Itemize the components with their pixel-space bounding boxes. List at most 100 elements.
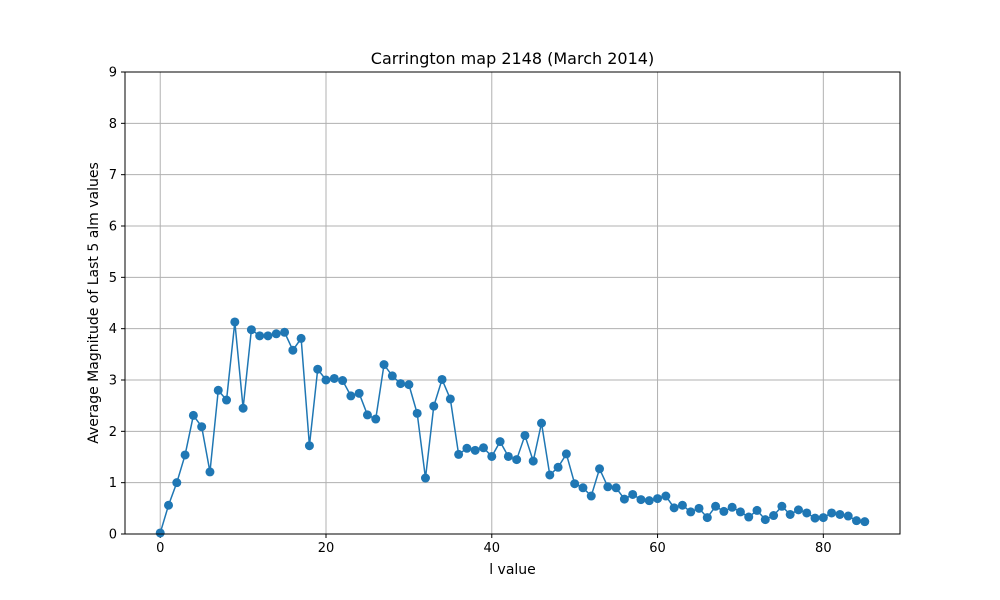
data-point <box>702 513 712 523</box>
y-tick-label: 2 <box>109 425 117 440</box>
data-point <box>205 467 215 477</box>
x-tick-label: 80 <box>815 541 832 556</box>
data-point <box>304 441 314 451</box>
data-point <box>752 505 762 515</box>
x-tick-label: 0 <box>156 541 164 556</box>
data-point <box>570 479 580 489</box>
data-point <box>512 455 522 465</box>
data-point <box>454 449 464 459</box>
data-point <box>213 385 223 395</box>
x-axis-label: l value <box>489 562 536 578</box>
data-point <box>354 388 364 398</box>
data-point <box>280 327 290 337</box>
data-point <box>603 482 613 492</box>
data-point <box>180 450 190 460</box>
grid <box>125 71 900 535</box>
x-tick-label: 20 <box>318 541 335 556</box>
data-point <box>586 491 596 501</box>
data-point <box>802 508 812 518</box>
data-point <box>188 410 198 420</box>
data-point <box>255 331 265 341</box>
data-point <box>553 462 563 472</box>
data-point <box>653 494 663 504</box>
data-point <box>246 325 256 335</box>
data-point <box>677 500 687 510</box>
data-point <box>197 422 207 432</box>
data-point <box>470 445 480 455</box>
data-point <box>719 506 729 516</box>
data-point <box>793 505 803 515</box>
data-point <box>338 376 348 386</box>
data-point <box>429 401 439 411</box>
data-point <box>810 513 820 523</box>
data-point <box>818 513 828 523</box>
data-point <box>296 333 306 343</box>
y-axis-label: Average Magnitude of Last 5 alm values <box>86 162 102 444</box>
data-point <box>230 317 240 327</box>
data-point <box>537 418 547 428</box>
data-point <box>420 473 430 483</box>
data-point <box>346 391 356 401</box>
data-point <box>760 515 770 525</box>
data-point <box>686 507 696 517</box>
y-tick-label: 4 <box>109 322 117 337</box>
y-tick-label: 8 <box>109 117 117 132</box>
data-point <box>445 394 455 404</box>
data-point <box>827 508 837 518</box>
x-tick-label: 60 <box>649 541 666 556</box>
data-point <box>561 449 571 459</box>
data-point <box>288 345 298 355</box>
data-point <box>860 517 870 527</box>
data-point <box>661 491 671 501</box>
plot-frame <box>124 71 901 535</box>
data-point <box>155 528 165 538</box>
data-point <box>503 451 513 461</box>
y-tick-label: 1 <box>109 476 117 491</box>
data-point <box>313 364 323 374</box>
data-point <box>735 507 745 517</box>
data-point <box>404 380 414 390</box>
data-point <box>164 500 174 510</box>
data-point <box>329 373 339 383</box>
data-point <box>611 483 621 493</box>
data-point <box>711 501 721 511</box>
data-series <box>155 317 870 538</box>
data-point <box>595 464 605 474</box>
data-point <box>619 494 629 504</box>
data-point <box>636 495 646 505</box>
axis-ticks: 0 20 40 60 80 0 1 2 3 4 5 6 7 8 9 <box>109 66 832 557</box>
data-point <box>644 496 654 506</box>
data-point <box>727 502 737 512</box>
data-point <box>462 443 472 453</box>
y-tick-label: 5 <box>109 271 117 286</box>
data-point <box>744 512 754 522</box>
data-point <box>628 489 638 499</box>
data-point <box>172 478 182 488</box>
data-point <box>412 408 422 418</box>
data-point <box>271 329 281 339</box>
y-tick-label: 0 <box>109 528 117 543</box>
data-point <box>495 437 505 447</box>
data-point <box>528 456 538 466</box>
data-point <box>379 360 389 370</box>
data-point <box>851 516 861 526</box>
data-point <box>520 430 530 440</box>
data-point <box>777 501 787 511</box>
data-point <box>387 371 397 381</box>
y-tick-label: 9 <box>109 66 117 81</box>
y-tick-label: 7 <box>109 168 117 183</box>
data-point <box>321 375 331 385</box>
data-point <box>545 470 555 480</box>
data-point <box>785 509 795 519</box>
y-tick-label: 3 <box>109 374 117 389</box>
data-point <box>669 503 679 513</box>
data-point <box>362 410 372 420</box>
data-point <box>396 379 406 389</box>
data-point <box>263 331 273 341</box>
data-point <box>437 374 447 384</box>
data-point <box>238 403 248 413</box>
x-tick-label: 40 <box>484 541 501 556</box>
data-point <box>843 511 853 521</box>
series-line <box>159 321 865 534</box>
